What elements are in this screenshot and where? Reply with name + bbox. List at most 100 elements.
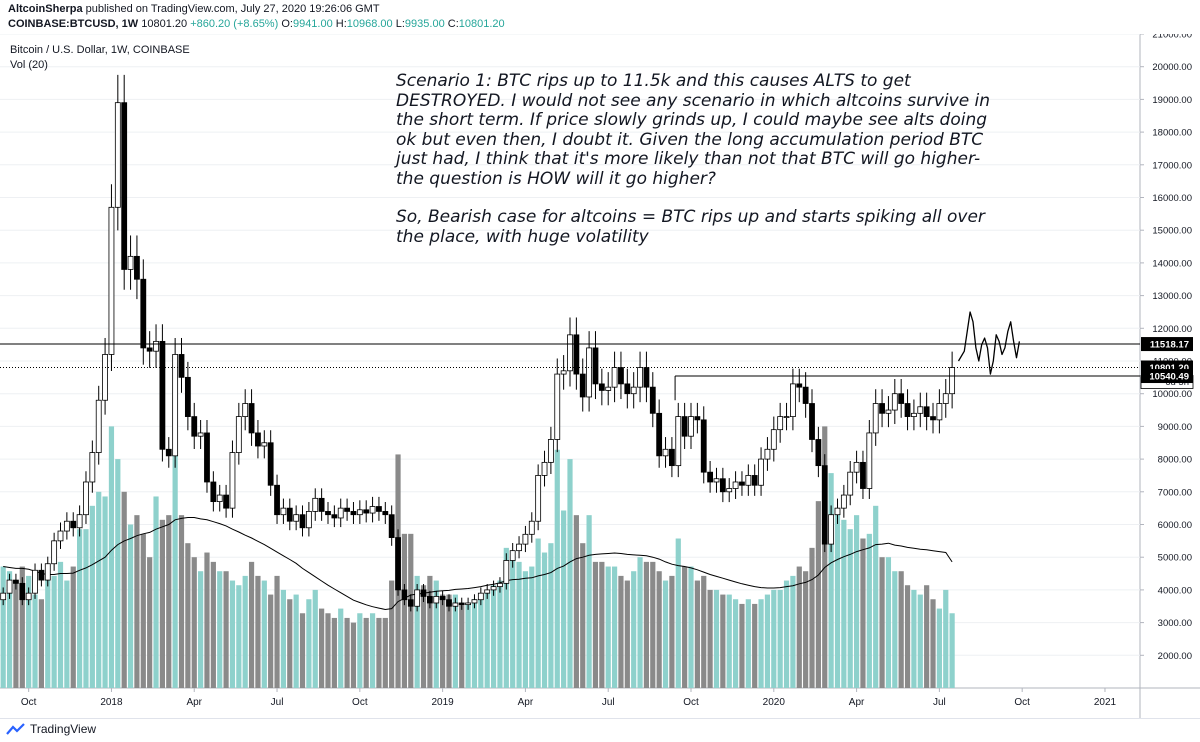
volume-bar xyxy=(64,580,70,688)
candle-body xyxy=(280,507,287,516)
candle-body xyxy=(286,507,293,522)
author-name[interactable]: AltcoinSherpa xyxy=(8,3,83,15)
close-value-c: 10801.20 xyxy=(458,18,505,30)
volume-bar xyxy=(70,566,76,688)
candle-body xyxy=(637,367,643,388)
volume-bar xyxy=(917,594,923,688)
x-tick-label: 2019 xyxy=(432,697,455,708)
volume-bar xyxy=(389,580,395,688)
volume-bar xyxy=(440,594,446,688)
candle-body xyxy=(860,461,866,489)
open-value: 9941.00 xyxy=(292,18,333,30)
volume-bar xyxy=(860,538,866,688)
candle-body xyxy=(828,514,835,545)
volume-bar xyxy=(414,575,420,688)
candle-body xyxy=(891,393,898,411)
x-tick-label: Jul xyxy=(271,697,284,708)
low-value: 9935.00 xyxy=(404,18,445,30)
volume-bar xyxy=(853,515,860,688)
candle-body xyxy=(197,432,204,437)
candle-body xyxy=(598,383,605,391)
y-tick-label: 14000.00 xyxy=(1152,258,1192,269)
volume-bar xyxy=(89,505,95,688)
open-label: O: xyxy=(281,18,293,30)
candle-body xyxy=(503,560,510,584)
candle-body xyxy=(554,373,561,440)
low-label: L: xyxy=(395,18,405,30)
candle-body xyxy=(121,102,128,270)
candle-body xyxy=(694,416,701,421)
volume-bar xyxy=(522,571,529,688)
volume-bar xyxy=(248,561,255,688)
candle-body xyxy=(19,582,26,601)
volume-bar xyxy=(159,519,166,688)
price-chart[interactable]: 2000.00 3000.00 4000.00 5000.00 6000.00 7000.… xyxy=(0,34,1200,718)
volume-bar xyxy=(198,571,204,688)
candle-body xyxy=(579,373,586,398)
candle-body xyxy=(439,596,446,601)
candle-body xyxy=(643,367,650,388)
volume-bar xyxy=(306,599,312,688)
volume-bar xyxy=(713,589,720,688)
volume-bar xyxy=(382,617,388,688)
volume-bar xyxy=(319,608,325,688)
volume-bar xyxy=(325,613,331,688)
candle-body xyxy=(299,514,306,529)
candle-body xyxy=(414,589,421,607)
candle-body xyxy=(44,563,51,581)
candle-body xyxy=(57,530,64,542)
candle-body xyxy=(809,403,815,440)
candle-body xyxy=(662,448,669,457)
candle-body xyxy=(382,511,389,516)
volume-bar xyxy=(529,566,535,688)
candle-body xyxy=(758,458,764,486)
x-tick-label: Jul xyxy=(602,697,615,708)
candle-body xyxy=(770,429,777,450)
candle-body xyxy=(649,386,656,414)
candle-body xyxy=(337,507,344,519)
volume-bar xyxy=(592,561,599,688)
candle-body xyxy=(898,393,905,404)
candle-body xyxy=(879,403,885,414)
tradingview-logo[interactable]: TradingView xyxy=(6,722,96,736)
candle-body xyxy=(790,383,796,417)
y-tick-label: 13000.00 xyxy=(1152,291,1192,302)
candle-body xyxy=(917,406,924,414)
candle-body xyxy=(83,481,89,516)
candle-body xyxy=(802,386,809,404)
projection-scribble xyxy=(957,311,1021,375)
candle-body xyxy=(471,599,478,604)
candle-body xyxy=(261,442,268,447)
candle-body xyxy=(477,592,484,601)
volume-bar xyxy=(350,622,357,688)
candle-body xyxy=(89,452,96,483)
volume-bar xyxy=(752,603,758,688)
volume-bar xyxy=(274,575,280,688)
volume-bar xyxy=(866,533,872,688)
candle-body xyxy=(318,497,325,512)
candle-body xyxy=(293,514,300,522)
candle-body xyxy=(713,478,720,483)
volume-bar xyxy=(420,585,427,688)
candle-body xyxy=(140,278,147,349)
candle-body xyxy=(63,520,70,532)
volume-bar xyxy=(898,571,904,688)
volume-bar xyxy=(503,547,509,688)
volume-bar xyxy=(803,571,809,688)
volume-bar xyxy=(452,594,458,688)
candle-body xyxy=(426,596,433,604)
volume-bar xyxy=(516,561,522,688)
volume-bar xyxy=(548,543,554,688)
y-tick-label: 2000.00 xyxy=(1158,651,1192,662)
volume-indicator-label[interactable]: Vol (20) xyxy=(10,59,48,71)
volume-bar xyxy=(720,594,726,688)
candle-body xyxy=(885,409,892,414)
text-annotation[interactable]: Scenario 1: BTC rips up to 11.5k and thi… xyxy=(396,71,996,266)
candle-body xyxy=(605,386,612,391)
y-tick-label: 12000.00 xyxy=(1152,324,1192,335)
candle-body xyxy=(719,478,726,493)
volume-bar xyxy=(217,571,223,688)
volume-bar xyxy=(535,538,541,688)
candle-body xyxy=(25,592,32,601)
candle-body xyxy=(114,102,121,208)
